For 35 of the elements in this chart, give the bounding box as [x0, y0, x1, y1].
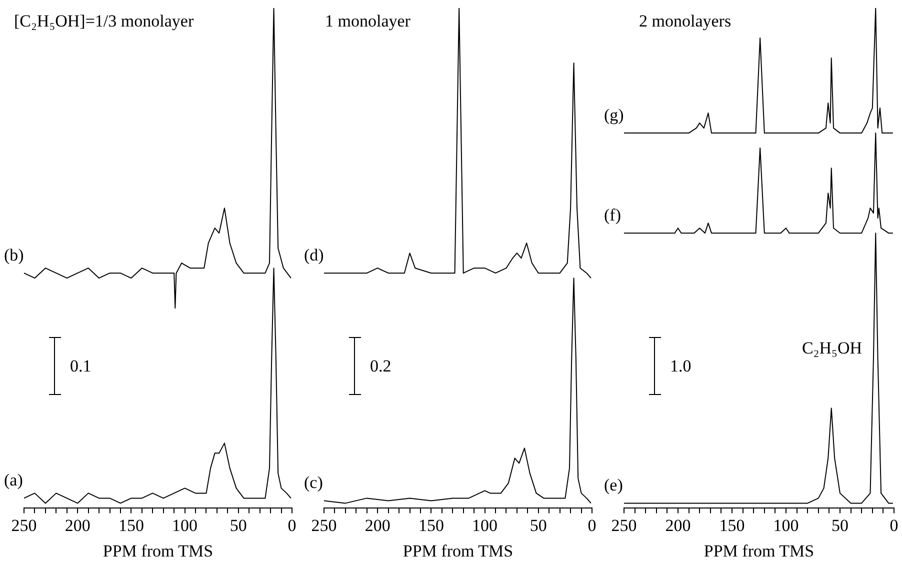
x-tick-label: 0	[288, 516, 296, 535]
chart-title: 1 monolayer	[325, 11, 411, 30]
x-tick-label: 100	[172, 516, 198, 535]
x-tick-label: 250	[11, 516, 37, 535]
x-tick-label: 50	[230, 516, 247, 535]
x-tick-label: 100	[773, 516, 799, 535]
series-label: (f)	[604, 206, 621, 225]
x-tick-label: 200	[64, 516, 90, 535]
series-label: (g)	[604, 106, 624, 125]
x-tick-label: 250	[311, 516, 337, 535]
x-axis-title: PPM from TMS	[704, 541, 814, 560]
x-tick-label: 150	[418, 516, 444, 535]
chart-title: 2 monolayers	[639, 11, 732, 30]
annotation: C₂H₅OH	[802, 338, 862, 358]
x-tick-label: 50	[530, 516, 547, 535]
annotation: 0.1	[70, 356, 92, 376]
series-label: (b)	[4, 246, 24, 265]
x-tick-label: 100	[472, 516, 498, 535]
series-label: (e)	[604, 476, 623, 495]
x-axis-title: PPM from TMS	[402, 541, 514, 560]
series-label: (d)	[304, 246, 324, 265]
x-tick-label: 50	[832, 516, 848, 535]
x-tick-label: 150	[118, 516, 144, 535]
x-tick-label: 200	[364, 516, 390, 535]
chart-title: [C₂H₅OH]=1/3 monolayer	[14, 11, 194, 30]
x-tick-label: 150	[719, 516, 745, 535]
x-tick-label: 250	[611, 516, 637, 535]
series-label: (a)	[4, 470, 23, 490]
series-label: (c)	[304, 473, 323, 492]
x-axis-title: PPM from TMS	[102, 541, 214, 560]
x-tick-label: 0	[588, 516, 596, 535]
x-tick-label: 200	[665, 516, 691, 535]
annotation: 0.2	[370, 356, 392, 376]
annotation: 1.0	[670, 356, 692, 376]
x-tick-label: 0	[890, 516, 898, 535]
